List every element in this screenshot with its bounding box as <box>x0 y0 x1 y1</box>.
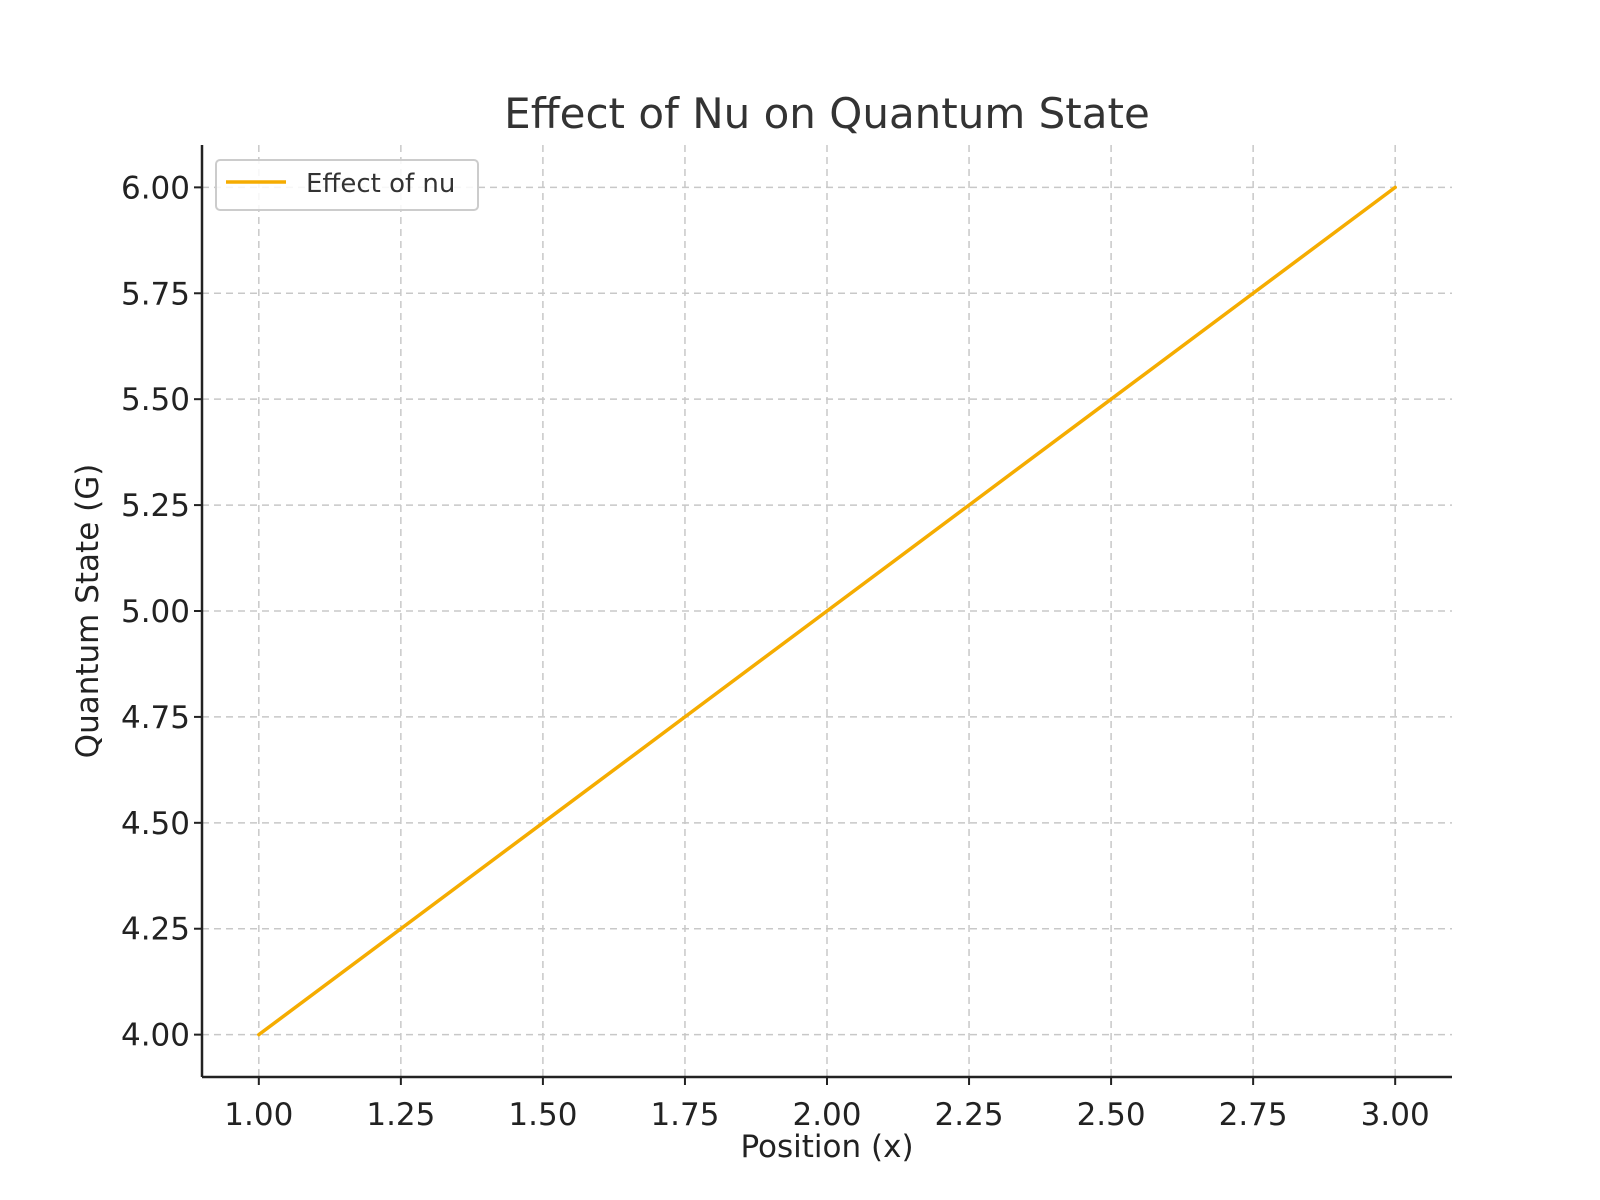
x-axis-label: Position (x) <box>740 1129 913 1165</box>
ticks-layer: 1.00 1.25 1.50 1.75 2.00 2.25 2.50 2.75 3.00 4.00… <box>121 170 1430 1133</box>
legend: Effect of nu <box>215 159 479 211</box>
y-tick-label: 5.75 <box>121 276 190 312</box>
x-tick-label: 2.50 <box>1077 1097 1146 1133</box>
y-axis-label: Quantum State (G) <box>70 464 106 759</box>
legend-label-effect-of-nu: Effect of nu <box>306 169 455 199</box>
x-tick-label: 2.00 <box>792 1097 861 1133</box>
y-tick-label: 4.50 <box>121 806 190 842</box>
x-tick-label: 2.75 <box>1219 1097 1288 1133</box>
series-layer <box>257 185 1397 1037</box>
x-tick-label: 1.75 <box>650 1097 719 1133</box>
series-line-effect-of-nu <box>257 185 1397 1037</box>
y-tick-label: 4.25 <box>121 912 190 948</box>
y-tick-label: 5.50 <box>121 382 190 418</box>
x-tick-label: 3.00 <box>1361 1097 1430 1133</box>
legend-box <box>215 159 479 211</box>
y-tick-label: 4.00 <box>121 1018 190 1054</box>
y-tick-label: 4.75 <box>121 700 190 736</box>
chart-title: Effect of Nu on Quantum State <box>504 89 1150 138</box>
x-tick-label: 1.00 <box>224 1097 293 1133</box>
y-tick-label: 6.00 <box>121 170 190 206</box>
y-tick-label: 5.00 <box>121 594 190 630</box>
x-tick-label: 1.25 <box>366 1097 435 1133</box>
x-tick-label: 1.50 <box>508 1097 577 1133</box>
x-tick-label: 2.25 <box>935 1097 1004 1133</box>
y-tick-label: 5.25 <box>121 488 190 524</box>
